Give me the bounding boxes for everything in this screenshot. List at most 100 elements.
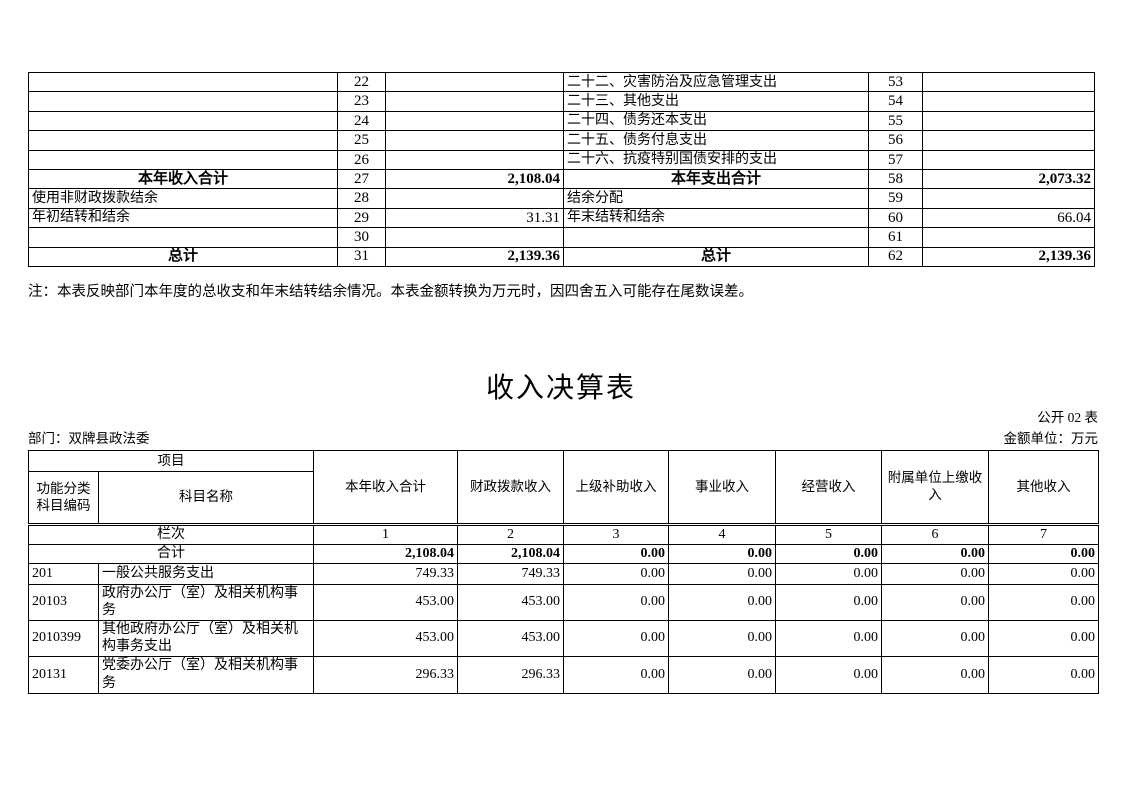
value-cell: 453.00: [457, 619, 564, 657]
total-value-cell: 2,108.04: [457, 543, 564, 564]
value-cell: 0.00: [881, 562, 989, 585]
right-amount-cell: [922, 110, 1095, 132]
value-cell: 0.00: [775, 619, 882, 657]
value-cell: 0.00: [563, 562, 669, 585]
left-rowno-cell: 31: [337, 246, 386, 267]
total-value-cell: 0.00: [775, 543, 882, 564]
left-rowno-cell: 22: [337, 71, 386, 93]
lane-number-cell: 3: [563, 523, 669, 545]
value-cell: 0.00: [881, 583, 989, 621]
left-item-cell: [28, 227, 338, 248]
left-rowno-cell: 24: [337, 110, 386, 132]
column-header-cell: 其他收入: [988, 450, 1099, 525]
column-header-cell: 财政拨款收入: [457, 450, 564, 525]
subject-name-cell: 其他政府办公厅（室）及相关机构事务支出: [98, 619, 314, 657]
right-rowno-cell: 59: [868, 188, 923, 209]
right-rowno-cell: 58: [868, 168, 923, 190]
right-rowno-cell: 55: [868, 110, 923, 132]
right-amount-cell: 2,073.32: [922, 168, 1095, 190]
left-item-cell: [28, 149, 338, 170]
column-header-cell: 经营收入: [775, 450, 882, 525]
table-code-label: 公开 02 表: [1037, 410, 1098, 425]
lane-number-cell: 5: [775, 523, 882, 545]
left-amount-cell: [385, 149, 564, 170]
left-amount-cell: [385, 91, 564, 112]
value-cell: 0.00: [775, 583, 882, 621]
unit-label: 金额单位：万元: [1003, 431, 1099, 446]
value-cell: 296.33: [313, 655, 458, 694]
value-cell: 0.00: [668, 655, 776, 694]
name-header-cell: 科目名称: [98, 471, 314, 525]
value-cell: 0.00: [988, 583, 1099, 621]
value-cell: 453.00: [313, 583, 458, 621]
value-cell: 0.00: [988, 655, 1099, 694]
value-cell: 749.33: [457, 562, 564, 585]
total-value-cell: 0.00: [881, 543, 989, 564]
total-value-cell: 0.00: [668, 543, 776, 564]
income-data-row: 201 一般公共服务支出 749.33 749.33 0.00 0.00 0.0…: [28, 562, 1099, 585]
total-value-cell: 2,108.04: [313, 543, 458, 564]
left-amount-cell: [385, 110, 564, 132]
lane-number-cell: 7: [988, 523, 1099, 545]
income-table-title: 收入决算表: [485, 373, 636, 404]
value-cell: 0.00: [563, 619, 669, 657]
balance-row: 22 二十二、灾害防治及应急管理支出 53: [28, 71, 1095, 93]
lanes-label-cell: 栏次: [28, 523, 314, 545]
right-item-cell: 结余分配: [563, 188, 869, 209]
value-cell: 0.00: [775, 655, 882, 694]
subject-name-cell: 党委办公厅（室）及相关机构事务: [98, 655, 314, 694]
value-cell: 0.00: [668, 583, 776, 621]
value-cell: 0.00: [563, 583, 669, 621]
left-amount-cell: [385, 130, 564, 151]
value-cell: 296.33: [457, 655, 564, 694]
right-rowno-cell: 60: [868, 207, 923, 229]
project-header-cell: 项目: [28, 450, 314, 472]
department-label: 部门：双牌县政法委: [28, 431, 150, 446]
left-amount-cell: 2,108.04: [385, 168, 564, 190]
income-total-row: 合计 2,108.04 2,108.04 0.00 0.00 0.00 0.00…: [28, 543, 1099, 564]
balance-row: 使用非财政拨款结余 28 结余分配 59: [28, 188, 1095, 209]
right-item-cell: [563, 227, 869, 248]
value-cell: 0.00: [988, 619, 1099, 657]
right-amount-cell: 66.04: [922, 207, 1095, 229]
right-rowno-cell: 62: [868, 246, 923, 267]
value-cell: 0.00: [775, 562, 882, 585]
right-item-cell: 二十四、债务还本支出: [563, 110, 869, 132]
right-rowno-cell: 56: [868, 130, 923, 151]
value-cell: 453.00: [457, 583, 564, 621]
right-item-cell: 二十三、其他支出: [563, 91, 869, 112]
balance-table-note: 注：本表反映部门本年度的总收支和年末结转结余情况。本表金额转换为万元时，因四舍五…: [28, 284, 753, 300]
total-label-cell: 合计: [28, 543, 314, 564]
subject-code-cell: 20103: [28, 583, 99, 621]
balance-total-income-row: 本年收入合计 27 2,108.04 本年支出合计 58 2,073.32: [28, 168, 1095, 190]
left-amount-cell: 2,139.36: [385, 246, 564, 267]
column-header-cell: 上级补助收入: [563, 450, 669, 525]
right-amount-cell: [922, 71, 1095, 93]
lane-number-cell: 4: [668, 523, 776, 545]
lane-number-cell: 2: [457, 523, 564, 545]
value-cell: 0.00: [881, 619, 989, 657]
right-item-cell: 本年支出合计: [563, 168, 869, 190]
left-amount-cell: 31.31: [385, 207, 564, 229]
right-item-cell: 二十六、抗疫特别国债安排的支出: [563, 149, 869, 170]
right-item-cell: 总计: [563, 246, 869, 267]
balance-row: 25 二十五、债务付息支出 56: [28, 130, 1095, 151]
income-header-row-2: 功能分类科目编码 科目名称: [28, 471, 1099, 525]
income-header-row-1: 项目 本年收入合计 财政拨款收入 上级补助收入 事业收入 经营收入 附属单位上缴…: [28, 450, 1099, 525]
balance-row: 26 二十六、抗疫特别国债安排的支出 57: [28, 149, 1095, 170]
balance-table: 22 二十二、灾害防治及应急管理支出 53 23 二十三、其他支出 54 24 …: [28, 71, 1095, 267]
right-amount-cell: [922, 149, 1095, 170]
right-rowno-cell: 57: [868, 149, 923, 170]
column-header-cell: 附属单位上缴收入: [881, 450, 989, 525]
right-item-cell: 二十二、灾害防治及应急管理支出: [563, 71, 869, 93]
value-cell: 0.00: [988, 562, 1099, 585]
left-item-cell: [28, 110, 338, 132]
subject-name-cell: 政府办公厅（室）及相关机构事务: [98, 583, 314, 621]
subject-code-cell: 201: [28, 562, 99, 585]
lane-number-cell: 1: [313, 523, 458, 545]
left-item-cell: 总计: [28, 246, 338, 267]
left-item-cell: 使用非财政拨款结余: [28, 188, 338, 209]
left-item-cell: 本年收入合计: [28, 168, 338, 190]
total-value-cell: 0.00: [563, 543, 669, 564]
